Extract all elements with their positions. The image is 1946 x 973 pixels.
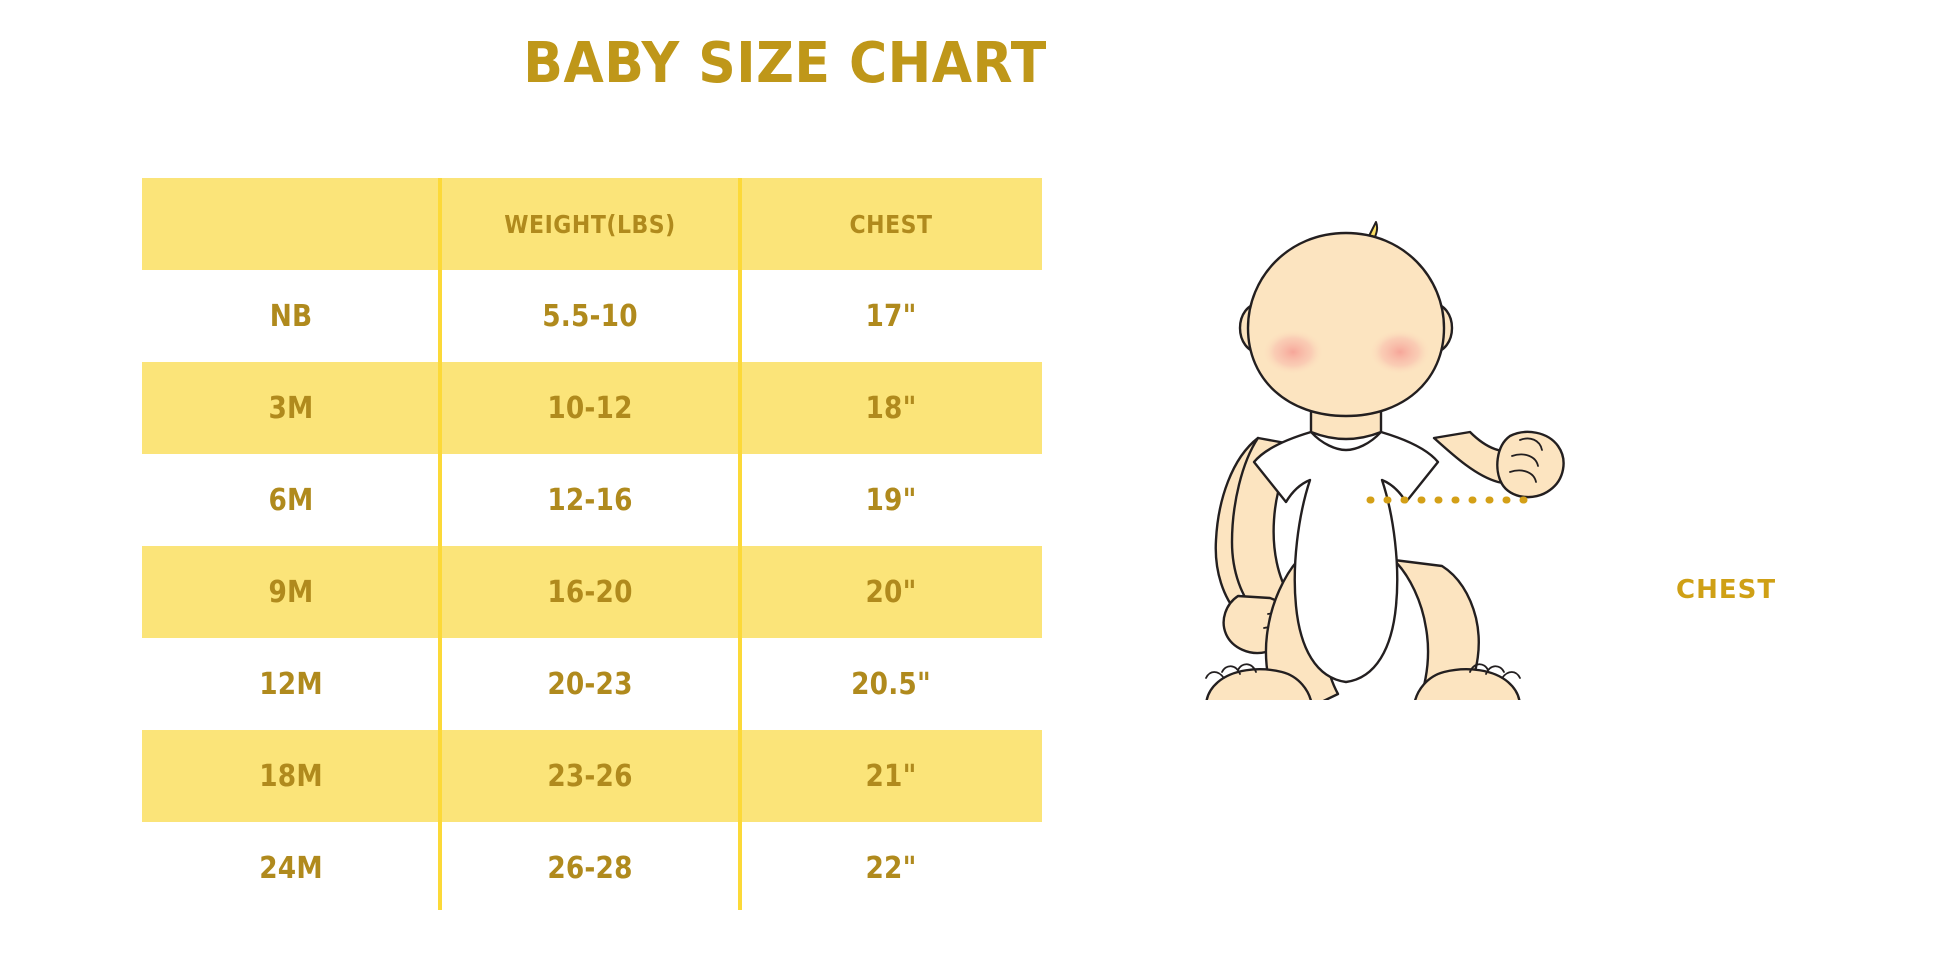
table-row: 9M 16-20 20" xyxy=(142,546,1042,638)
left-toe-3 xyxy=(1237,663,1257,673)
left-cheek xyxy=(1262,329,1324,375)
left-toe-2 xyxy=(1221,665,1241,675)
left-toe-1 xyxy=(1205,671,1225,679)
cell-weight: 26-28 xyxy=(547,850,633,886)
table-row: 3M 10-12 18" xyxy=(142,362,1042,454)
cell-size: 9M xyxy=(268,574,314,610)
cell-size: NB xyxy=(269,298,313,334)
page-title: BABY SIZE CHART xyxy=(523,31,1047,96)
table-row: 18M 23-26 21" xyxy=(142,730,1042,822)
column-divider-1 xyxy=(438,178,442,910)
chest-label: CHEST xyxy=(1676,575,1777,605)
cell-size: 24M xyxy=(259,850,323,886)
right-toe-2 xyxy=(1485,665,1505,675)
baby-illustration xyxy=(1180,200,1700,742)
cell-size: 12M xyxy=(259,666,323,702)
cell-chest: 17" xyxy=(865,298,917,334)
header-cell-weight: WEIGHT(LBS) xyxy=(504,209,676,239)
right-cheek xyxy=(1369,329,1431,375)
size-table: WEIGHT(LBS) CHEST NB 5.5-10 17" 3M 10-12… xyxy=(142,178,1042,914)
cell-weight: 10-12 xyxy=(547,390,633,426)
cell-size: 6M xyxy=(268,482,314,518)
cell-weight: 16-20 xyxy=(547,574,633,610)
cell-chest: 19" xyxy=(865,482,917,518)
cell-weight: 12-16 xyxy=(547,482,633,518)
cell-chest: 20" xyxy=(865,574,917,610)
right-toe-3 xyxy=(1469,663,1489,673)
cell-chest: 20.5" xyxy=(851,666,931,702)
table-row: 12M 20-23 20.5" xyxy=(142,638,1042,730)
cell-chest: 18" xyxy=(865,390,917,426)
cell-weight: 20-23 xyxy=(547,666,633,702)
left-sleeve-cuff xyxy=(1285,479,1311,503)
right-fist xyxy=(1496,430,1565,499)
table-row: NB 5.5-10 17" xyxy=(142,270,1042,362)
column-divider-2 xyxy=(738,178,742,910)
cell-weight: 23-26 xyxy=(547,758,633,794)
table-row: 24M 26-28 22" xyxy=(142,822,1042,914)
cell-chest: 22" xyxy=(865,850,917,886)
fist-finger-1 xyxy=(1511,453,1539,467)
baby-head xyxy=(1246,231,1446,418)
cell-chest: 21" xyxy=(865,758,917,794)
cell-size: 3M xyxy=(268,390,314,426)
table-header-row: WEIGHT(LBS) CHEST xyxy=(142,178,1042,270)
cell-weight: 5.5-10 xyxy=(542,298,638,334)
cell-size: 18M xyxy=(259,758,323,794)
fist-thumb xyxy=(1519,437,1543,451)
table-row: 6M 12-16 19" xyxy=(142,454,1042,546)
right-toe-1 xyxy=(1501,671,1521,679)
header-cell-chest: CHEST xyxy=(849,209,933,239)
fist-finger-2 xyxy=(1509,469,1537,483)
